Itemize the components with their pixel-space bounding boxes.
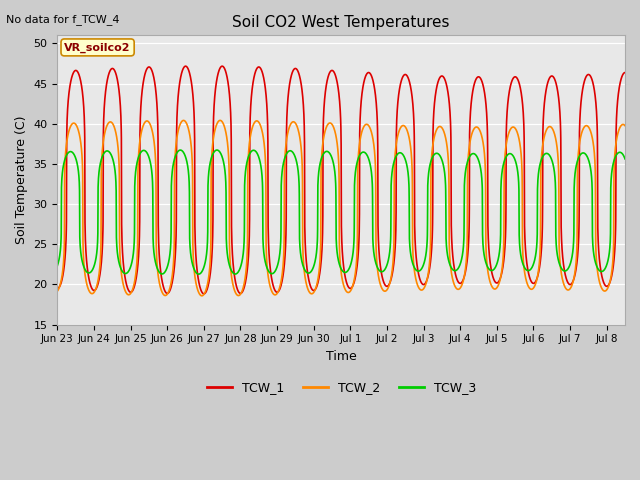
TCW_2 bbox=[204, 280, 212, 286]
TCW_3 bbox=[572, 166, 579, 172]
TCW_2 bbox=[572, 264, 579, 270]
TCW_1 bbox=[54, 286, 61, 291]
TCW_3 bbox=[621, 156, 629, 162]
TCW_3 bbox=[225, 258, 232, 264]
TCW_2 bbox=[461, 273, 468, 279]
TCW_1 bbox=[225, 83, 232, 88]
TCW_2 bbox=[54, 288, 61, 294]
TCW_2 bbox=[97, 256, 104, 262]
TCW_2 bbox=[216, 118, 224, 123]
TCW_3 bbox=[195, 271, 202, 277]
Line: TCW_3: TCW_3 bbox=[58, 150, 625, 274]
Legend: TCW_1, TCW_2, TCW_3: TCW_1, TCW_2, TCW_3 bbox=[202, 376, 481, 399]
TCW_1 bbox=[520, 117, 527, 123]
TCW_1 bbox=[621, 70, 629, 75]
TCW_3 bbox=[213, 147, 221, 153]
Y-axis label: Soil Temperature (C): Soil Temperature (C) bbox=[15, 116, 28, 244]
X-axis label: Time: Time bbox=[326, 350, 356, 363]
TCW_3 bbox=[461, 182, 468, 188]
TCW_2 bbox=[621, 123, 629, 129]
TCW_1 bbox=[572, 268, 579, 274]
TCW_3 bbox=[97, 160, 104, 166]
TCW_3 bbox=[204, 229, 212, 235]
TCW_1 bbox=[461, 274, 468, 279]
TCW_1 bbox=[204, 284, 212, 290]
TCW_1 bbox=[200, 291, 208, 297]
TCW_3 bbox=[520, 263, 527, 269]
Text: No data for f_TCW_4: No data for f_TCW_4 bbox=[6, 14, 120, 25]
Line: TCW_1: TCW_1 bbox=[58, 66, 625, 294]
TCW_3 bbox=[54, 263, 61, 268]
Title: Soil CO2 West Temperatures: Soil CO2 West Temperatures bbox=[232, 15, 450, 30]
TCW_1 bbox=[97, 268, 104, 274]
TCW_2 bbox=[520, 262, 527, 267]
TCW_2 bbox=[198, 293, 205, 299]
TCW_1 bbox=[182, 63, 189, 69]
Text: VR_soilco2: VR_soilco2 bbox=[65, 42, 131, 52]
TCW_2 bbox=[225, 151, 232, 157]
Line: TCW_2: TCW_2 bbox=[58, 120, 625, 296]
